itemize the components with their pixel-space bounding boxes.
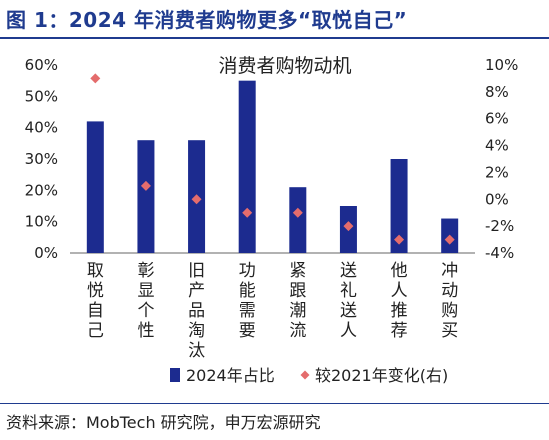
right-tick-label: 8% — [485, 83, 509, 101]
marker — [191, 194, 202, 205]
left-tick-label: 30% — [25, 150, 58, 168]
bar — [289, 187, 307, 253]
right-tick-label: 4% — [485, 137, 509, 155]
left-tick-label: 50% — [25, 87, 58, 105]
right-tick-label: -2% — [485, 217, 514, 235]
legend-bar-label: 2024年占比 — [186, 366, 275, 385]
marker — [343, 221, 354, 232]
figure-title: 图 1：2024 年消费者购物更多“取悦自己” — [6, 8, 408, 32]
category-label: 紧跟潮流 — [289, 261, 306, 341]
marker — [140, 180, 151, 191]
right-tick-label: 0% — [485, 190, 509, 208]
right-tick-label: 2% — [485, 163, 509, 181]
title-divider — [0, 37, 549, 39]
right-tick-label: -4% — [485, 244, 514, 262]
category-label: 功能需要 — [239, 261, 256, 341]
legend-marker-swatch — [300, 370, 310, 380]
chart: 消费者购物动机 0% 10% 20% 30% 40% 50% 60% -4% -2% 0% 2% 4%… — [25, 55, 519, 385]
category-label: 送礼送人 — [340, 261, 357, 341]
left-tick-label: 10% — [25, 213, 58, 231]
right-tick-label: 6% — [485, 110, 509, 128]
bar — [86, 121, 104, 254]
left-tick-label: 60% — [25, 56, 58, 74]
legend: 2024年占比 较2021年变化(右) — [170, 366, 448, 385]
left-tick-label: 0% — [34, 244, 58, 262]
marker — [394, 234, 405, 245]
category-label: 旧产品淘汰 — [188, 261, 205, 361]
right-tick-label: 10% — [485, 56, 518, 74]
left-tick-label: 20% — [25, 181, 58, 199]
marker — [444, 234, 455, 245]
source-divider — [0, 403, 549, 404]
bar-series — [86, 80, 459, 254]
bar — [137, 140, 155, 253]
category-labels: 取悦自己 彰显个性 旧产品淘汰 功能需要 紧跟潮流 送礼送人 他人推荐 冲动购买 — [87, 261, 458, 361]
category-label: 彰显个性 — [137, 261, 154, 341]
marker — [292, 207, 303, 218]
bar — [238, 80, 256, 253]
legend-bar-swatch — [170, 368, 180, 382]
bar — [390, 159, 408, 253]
category-label: 他人推荐 — [391, 261, 408, 341]
marker-series — [90, 73, 455, 245]
axes: 0% 10% 20% 30% 40% 50% 60% -4% -2% 0% 2% 4% 6% 8% 10% — [25, 56, 519, 262]
source-note: 资料来源：MobTech 研究院，申万宏源研究 — [6, 413, 321, 432]
category-label: 冲动购买 — [441, 261, 458, 341]
marker — [242, 207, 253, 218]
legend-marker-label: 较2021年变化(右) — [315, 366, 448, 385]
category-label: 取悦自己 — [87, 261, 104, 341]
left-tick-label: 40% — [25, 119, 58, 137]
marker — [90, 73, 101, 84]
chart-title: 消费者购物动机 — [218, 55, 351, 77]
